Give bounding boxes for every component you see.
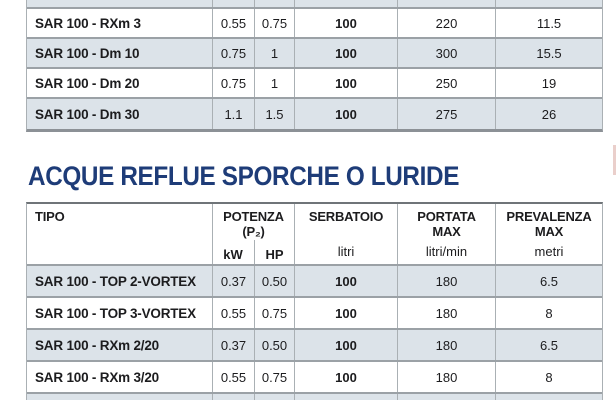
cell-tipo: SAR 100 - Dm 10 xyxy=(27,39,213,67)
cell-tipo: SAR 100 - RXm 3/20 xyxy=(27,362,213,392)
cell-prevalenza: 6.5 xyxy=(539,337,559,353)
header-portata-max: MAX xyxy=(432,224,461,239)
cell-portata: 250 xyxy=(398,69,496,97)
cell-prevalenza: 19 xyxy=(541,75,557,91)
cell-hp: 0.50 xyxy=(255,330,295,360)
header-tipo-label: TIPO xyxy=(35,209,65,224)
cell-hp: 0.50 xyxy=(255,266,295,296)
cell-hp xyxy=(255,394,295,400)
header-tipo: TIPO xyxy=(27,204,213,264)
table-row: SAR 100 - TOP 3-VORTEX 0.55 0.75 100 180… xyxy=(27,298,602,330)
table-header-row: TIPO POTENZA (P₂) kW HP SERBATOIO litri … xyxy=(27,204,602,266)
cell-kw: 0.37 xyxy=(213,266,255,296)
header-prevalenza-label: PREVALENZA xyxy=(506,209,592,224)
cell-kw xyxy=(213,394,255,400)
cell-prevalenza: 11.5 xyxy=(536,15,562,31)
cell-prevalenza xyxy=(496,0,602,7)
header-portata-label: PORTATA xyxy=(417,209,476,224)
cell-prevalenza: 6.5 xyxy=(539,273,559,289)
cell-portata: 180 xyxy=(398,266,496,296)
cell-kw: 0.75 xyxy=(213,39,255,67)
cell-prevalenza: 8 xyxy=(545,305,553,321)
cell-serbatoio: 100 xyxy=(295,330,398,360)
cell-hp: 0.75 xyxy=(255,9,295,37)
unit-hp: HP xyxy=(265,247,284,262)
header-potenza: POTENZA (P₂) kW HP xyxy=(213,204,295,264)
cell-tipo: SAR 100 - RXm 3 xyxy=(27,9,213,37)
cell-kw: 0.55 xyxy=(213,362,255,392)
cell-tipo: SAR 100 - Dm 20 xyxy=(27,69,213,97)
cell-tipo xyxy=(27,0,213,7)
table-row-partial xyxy=(27,394,602,400)
cell-prevalenza xyxy=(496,394,602,400)
cell-serbatoio: 100 xyxy=(295,362,398,392)
header-portata: PORTATA MAX litri/min xyxy=(398,204,496,264)
lower-spec-table: TIPO POTENZA (P₂) kW HP SERBATOIO litri … xyxy=(26,202,603,400)
cell-tipo: SAR 100 - Dm 30 xyxy=(27,99,213,129)
cell-tipo xyxy=(27,394,213,400)
cell-serbatoio: 100 xyxy=(295,69,398,97)
unit-serbatoio: litri xyxy=(337,244,355,259)
cell-hp: 0.75 xyxy=(255,298,295,328)
table-row-partial xyxy=(27,0,602,9)
cell-portata xyxy=(398,0,496,7)
cell-kw: 0.55 xyxy=(213,9,255,37)
scan-edge-artifact xyxy=(613,145,616,175)
cell-portata: 180 xyxy=(398,330,496,360)
upper-spec-table: SAR 100 - RXm 3 0.55 0.75 100 220 11.5 S… xyxy=(26,0,603,132)
table-row: SAR 100 - RXm 2/20 0.37 0.50 100 180 6.5 xyxy=(27,330,602,362)
unit-prevalenza: metri xyxy=(534,244,564,259)
cell-hp: 1 xyxy=(255,39,295,67)
header-potenza-sub: (P₂) xyxy=(242,224,265,239)
cell-kw: 1.1 xyxy=(213,99,255,129)
cell-serbatoio: 100 xyxy=(295,298,398,328)
header-serbatoio-label: SERBATOIO xyxy=(308,209,384,224)
unit-portata: litri/min xyxy=(425,244,468,259)
cell-portata: 180 xyxy=(398,362,496,392)
header-prevalenza: PREVALENZA MAX metri xyxy=(496,204,602,264)
cell-portata: 220 xyxy=(398,9,496,37)
unit-kw: kW xyxy=(213,240,255,264)
cell-tipo: SAR 100 - TOP 2-VORTEX xyxy=(27,266,213,296)
cell-kw: 0.55 xyxy=(213,298,255,328)
cell-prevalenza: 8 xyxy=(545,369,553,385)
cell-serbatoio: 100 xyxy=(295,266,398,296)
cell-serbatoio xyxy=(295,394,398,400)
cell-kw: 0.75 xyxy=(213,69,255,97)
cell-portata: 180 xyxy=(398,298,496,328)
cell-prevalenza: 15.5 xyxy=(536,45,562,61)
cell-serbatoio xyxy=(295,0,398,7)
section-heading: ACQUE REFLUE SPORCHE O LURIDE xyxy=(28,161,460,191)
cell-kw: 0.37 xyxy=(213,330,255,360)
cell-kw xyxy=(213,0,255,7)
cell-serbatoio: 100 xyxy=(295,9,398,37)
table-row: SAR 100 - RXm 3/20 0.55 0.75 100 180 8 xyxy=(27,362,602,394)
cell-hp: 0.75 xyxy=(255,362,295,392)
cell-tipo: SAR 100 - RXm 2/20 xyxy=(27,330,213,360)
cell-hp xyxy=(255,0,295,7)
cell-hp: 1 xyxy=(255,69,295,97)
cell-portata: 300 xyxy=(398,39,496,67)
cell-prevalenza: 26 xyxy=(541,106,557,122)
cell-portata: 275 xyxy=(398,99,496,129)
table-row: SAR 100 - Dm 30 1.1 1.5 100 275 26 xyxy=(27,99,602,129)
cell-serbatoio: 100 xyxy=(295,99,398,129)
cell-tipo: SAR 100 - TOP 3-VORTEX xyxy=(27,298,213,328)
cell-portata xyxy=(398,394,496,400)
table-row: SAR 100 - Dm 10 0.75 1 100 300 15.5 xyxy=(27,39,602,69)
header-potenza-label: POTENZA xyxy=(223,209,284,224)
table-row: SAR 100 - TOP 2-VORTEX 0.37 0.50 100 180… xyxy=(27,266,602,298)
table-row: SAR 100 - Dm 20 0.75 1 100 250 19 xyxy=(27,69,602,99)
table-row: SAR 100 - RXm 3 0.55 0.75 100 220 11.5 xyxy=(27,9,602,39)
cell-hp: 1.5 xyxy=(255,99,295,129)
cell-serbatoio: 100 xyxy=(295,39,398,67)
header-prevalenza-max: MAX xyxy=(534,224,564,239)
header-serbatoio: SERBATOIO litri xyxy=(295,204,398,264)
